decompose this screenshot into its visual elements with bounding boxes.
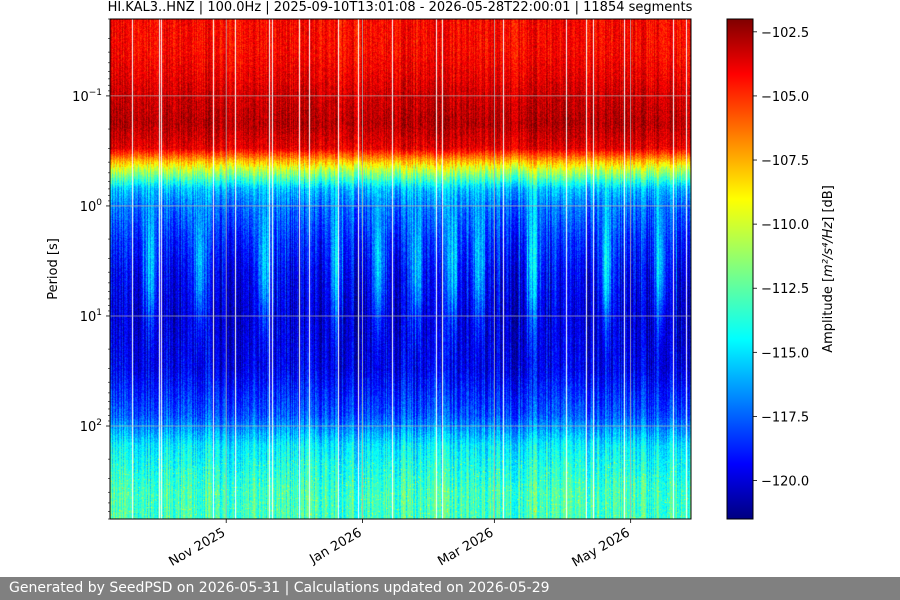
colorbar-tick-label: −115.0 [761,346,809,361]
colorbar-tick-label: −112.5 [761,282,809,297]
y-tick-label: 10−1 [72,88,102,105]
colorbar-gradient [726,18,754,520]
colorbar-tick-label: −105.0 [761,90,809,105]
plot-area: 10−1 100 101 102 Nov 2025 Jan 2026 Mar 2026 Ma… [72,18,692,571]
colorbar-tick-label: −110.0 [761,218,809,233]
plot-frame [109,18,692,520]
y-tick-label: 100 [80,198,103,215]
x-tick-label: Mar 2026 [435,525,496,569]
y-axis-label: Period [s] [46,238,61,300]
y-tick-label: 101 [80,308,102,325]
footer: Generated by SeedPSD on 2026-05-31 | Cal… [0,577,900,600]
x-axis: Nov 2025 Jan 2026 Mar 2026 May 2026 [166,519,633,571]
grid-lines [110,19,691,519]
footer-text: Generated by SeedPSD on 2026-05-31 | Cal… [9,580,550,596]
colorbar-tick-label: −102.5 [761,26,809,41]
x-tick-label: Jan 2026 [307,525,365,567]
colorbar-tick-label: −107.5 [761,154,809,169]
colorbar-tick-label: −120.0 [761,475,809,490]
colorbar: −102.5 −105.0 −107.5 −110.0 −112.5 −115.0 −117… [726,18,836,520]
heatmap-image [110,19,691,519]
x-tick-label: May 2026 [570,525,633,570]
x-tick-label: Nov 2025 [166,525,228,569]
spectrogram-chart: HI.KAL3..HNZ | 100.0Hz | 2025-09-10T13:0… [46,0,836,571]
colorbar-tick-label: −117.5 [761,410,809,425]
chart-title: HI.KAL3..HNZ | 100.0Hz | 2025-09-10T13:0… [108,0,693,15]
colorbar-ticks: −102.5 −105.0 −107.5 −110.0 −112.5 −115.0 −117… [753,26,809,490]
colorbar-label: Amplitude [m²/s⁴/Hz] [dB] [821,185,836,353]
y-axis: 10−1 100 101 102 [72,18,110,520]
y-tick-label: 102 [80,418,102,435]
